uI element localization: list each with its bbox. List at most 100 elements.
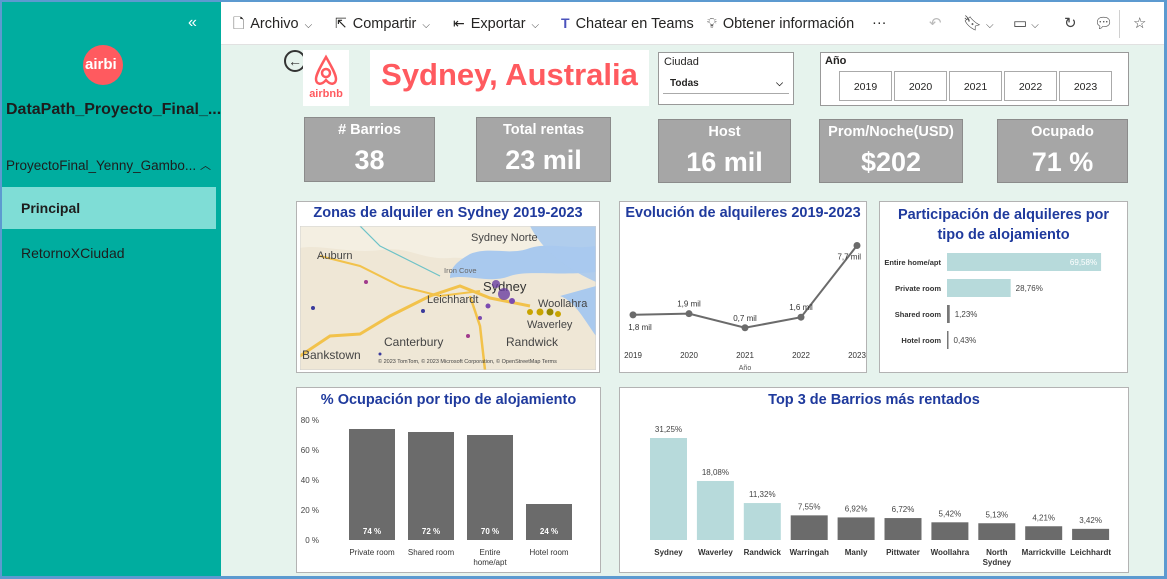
map-data-point[interactable]	[492, 280, 500, 288]
compartir-label: Compartir	[352, 16, 417, 32]
city-dropdown[interactable]: Todas ⌵	[663, 73, 789, 94]
data-label: 6,92%	[845, 504, 868, 513]
city-slicer: Ciudad	[658, 52, 794, 105]
compartir-menu[interactable]: ⇱ Compartir ⌵	[335, 2, 430, 45]
collapse-sidebar-icon[interactable]: «	[188, 14, 197, 31]
chevron-down-icon: ⌵	[422, 20, 430, 31]
category-label: Sydney	[983, 558, 1012, 567]
occupancy-chart-visual: % Ocupación por tipo de alojamiento 0 % 2…	[296, 387, 601, 573]
data-label: 6,72%	[892, 505, 915, 514]
map-data-point[interactable]	[536, 308, 544, 316]
insights-button[interactable]: 💡︎ Obtener información	[707, 2, 854, 45]
refresh-icon[interactable]: ↻	[1064, 15, 1077, 32]
chevron-up-icon: ︿	[200, 160, 211, 172]
map-data-point[interactable]	[378, 352, 382, 356]
page-title: Sydney, Australia	[370, 50, 649, 106]
toolbar-divider	[1119, 10, 1120, 38]
view-icon[interactable]: ▭ ⌵	[1013, 15, 1039, 32]
page-item-retornoxciudad[interactable]: RetornoXCiudad	[2, 232, 216, 274]
teams-label: Chatear en Teams	[575, 16, 694, 32]
map-title: Zonas de alquiler en Sydney 2019-2023	[313, 205, 583, 221]
data-label: 1,23%	[955, 310, 978, 319]
category-label: Hotel room	[901, 336, 941, 345]
year-label: 2023	[1073, 81, 1098, 93]
bar	[978, 523, 1016, 540]
year-button-2021[interactable]: 2021	[949, 71, 1002, 101]
bar	[947, 331, 949, 349]
category-label: Pittwater	[886, 548, 920, 557]
report-name: ProyectoFinal_Yenny_Gambo...	[6, 158, 197, 173]
map-data-point[interactable]	[509, 298, 515, 304]
archivo-label: Archivo	[250, 16, 299, 32]
line-chart[interactable]: 1,8 mil 2019 1,9 mil 2020 0,7 mil 2021 1,6 mil…	[620, 224, 866, 372]
year-button-2023[interactable]: 2023	[1059, 71, 1112, 101]
category-label: Leichhardt	[1070, 548, 1111, 557]
chevron-down-icon: ⌵	[531, 20, 540, 31]
kpi-value: 71 %	[1031, 147, 1094, 177]
map-data-point[interactable]	[527, 309, 533, 315]
data-point	[853, 242, 861, 250]
data-point	[685, 310, 693, 318]
map-data-point[interactable]	[311, 306, 315, 310]
city-slicer-label: Ciudad	[664, 56, 699, 68]
data-point	[741, 324, 749, 332]
data-label: 0,7 mil	[733, 314, 757, 323]
category-label: Shared room	[408, 548, 455, 557]
map-data-point[interactable]	[546, 308, 554, 316]
bar	[1025, 526, 1063, 540]
year-button-2020[interactable]: 2020	[894, 71, 947, 101]
year-button-2019[interactable]: 2019	[839, 71, 892, 101]
top-barrios-bar-chart[interactable]: 31,25% Sydney 18,08% Waverley 11,32% Randwick…	[620, 412, 1128, 572]
exportar-menu[interactable]: ⇤ Exportar ⌵	[453, 2, 539, 45]
data-label: 74 %	[363, 527, 381, 536]
hbar-chart[interactable]: Entire home/apt 69,58% Private room 28,76% S…	[880, 248, 1127, 372]
kpi-value: $202	[860, 147, 922, 177]
map-visual: Zonas de alquiler en Sydney 2019-2023 Sy…	[296, 201, 600, 373]
report-nav-item[interactable]: ProyectoFinal_Yenny_Gambo... ︿	[2, 150, 221, 182]
teams-chat-button[interactable]: T Chatear en Teams	[561, 2, 694, 45]
data-label: 70 %	[481, 527, 499, 536]
y-tick-label: 80 %	[301, 416, 319, 425]
data-label: 7,7 mil	[837, 253, 861, 262]
map-data-point[interactable]	[485, 303, 491, 309]
occupancy-bar-chart[interactable]: 0 % 20 % 40 % 60 % 80 % 74 % Private room 72 % S…	[297, 412, 600, 572]
map-place-label: Waverley	[527, 319, 573, 331]
y-tick-label: 20 %	[301, 506, 319, 515]
bar	[650, 438, 687, 540]
data-label: 1,8 mil	[628, 323, 652, 332]
bar	[947, 279, 1011, 297]
kpi-label: Prom/Noche(USD)	[828, 124, 954, 140]
data-label: 28,76%	[1016, 284, 1043, 293]
insights-label: Obtener información	[722, 16, 855, 32]
year-label: 2021	[963, 81, 988, 93]
map-place-label: Canterbury	[384, 335, 443, 349]
y-tick-label: 60 %	[301, 446, 319, 455]
map-data-point[interactable]	[555, 311, 561, 317]
map-data-point[interactable]	[498, 288, 510, 300]
map-data-point[interactable]	[364, 280, 368, 284]
chart-title: % Ocupación por tipo de alojamiento	[320, 392, 577, 408]
x-tick-label: 2023	[848, 351, 866, 360]
undo-icon[interactable]: ↶	[929, 15, 942, 32]
sydney-map[interactable]: Sydney Norte Auburn Iron Cove Leichhardt…	[300, 226, 596, 370]
map-place-label: Bankstown	[302, 348, 361, 362]
chart-title: Participación de alquileres por tipo de …	[897, 207, 1110, 243]
page-label: Principal	[21, 200, 81, 216]
comment-icon[interactable]: 💬︎	[1094, 15, 1114, 32]
map-data-point[interactable]	[478, 316, 482, 320]
data-point	[629, 311, 637, 319]
map-data-point[interactable]	[421, 309, 425, 313]
kpi-label: Ocupado	[1031, 124, 1094, 140]
map-data-point[interactable]	[466, 334, 470, 338]
page-item-principal[interactable]: Principal	[2, 187, 216, 229]
bookmark-icon[interactable]: 🔖︎ ⌵	[963, 15, 994, 32]
data-label: 31,25%	[655, 425, 682, 434]
favorite-star-icon[interactable]: ☆	[1133, 15, 1147, 32]
more-options-button[interactable]: ···	[872, 2, 887, 45]
archivo-menu[interactable]: 🗋 Archivo ⌵	[233, 2, 312, 45]
teams-icon: T	[561, 15, 570, 31]
map-place-label: Randwick	[506, 335, 559, 349]
category-label: Entire home/apt	[884, 258, 941, 267]
year-button-2022[interactable]: 2022	[1004, 71, 1057, 101]
page-label: RetornoXCiudad	[21, 245, 125, 261]
